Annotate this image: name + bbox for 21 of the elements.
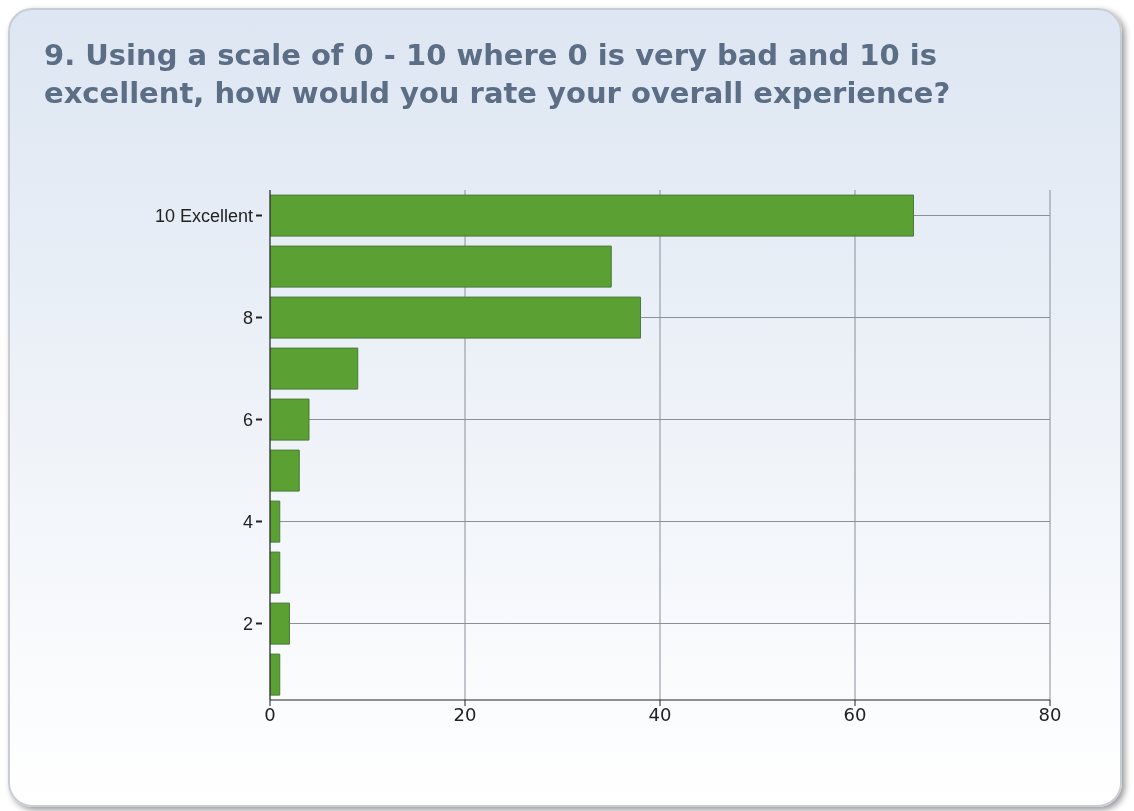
- x-tick-label: 60: [843, 703, 867, 725]
- y-tick-label: 2: [242, 613, 253, 634]
- bar: [270, 500, 281, 543]
- y-tick-label: 10 Excellent: [154, 205, 253, 226]
- bar: [270, 296, 641, 339]
- chart-title: 9. Using a scale of 0 - 10 where 0 is very bad and 10 is excellent, how would you rate your overall experience?: [43, 37, 952, 112]
- bar: [270, 653, 281, 696]
- y-tick-label: 8: [242, 307, 253, 328]
- bar: [270, 194, 914, 237]
- bar: [270, 347, 359, 390]
- x-tick-label: 20: [453, 703, 477, 725]
- x-tick-label: 0: [264, 703, 276, 725]
- bar: [270, 449, 300, 492]
- bar: [270, 245, 612, 288]
- bar: [270, 398, 310, 441]
- bar: [270, 602, 290, 645]
- bar: [270, 551, 281, 594]
- y-tick-label: 6: [242, 409, 253, 430]
- x-tick-label: 40: [648, 703, 672, 725]
- y-tick-label: 4: [242, 511, 253, 532]
- x-tick-label: 80: [1038, 703, 1062, 725]
